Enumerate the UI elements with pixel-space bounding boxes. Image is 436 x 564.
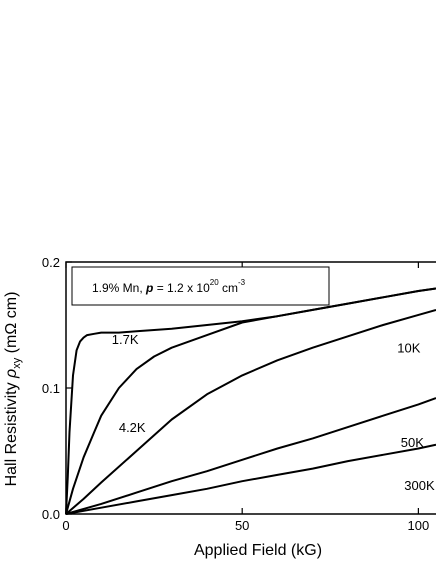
series-label-300K: 300K bbox=[404, 478, 435, 493]
y-tick-label: 0.2 bbox=[42, 255, 60, 270]
series-line-4.2K bbox=[65, 287, 436, 515]
plot-area: 0 50 100 0.0 0.1 0.2 1.7K 4.2K 10K 50K 300K bbox=[42, 255, 436, 533]
legend-text-unit: cm bbox=[219, 281, 238, 295]
y-axis-title: Hall Resistivity ρxy (mΩ cm) bbox=[3, 292, 23, 487]
legend-text: 1.9% Mn, p = 1.2 x 1020 cm-3 bbox=[92, 278, 246, 295]
legend-frame bbox=[71, 266, 330, 306]
series-label-1.7K: 1.7K bbox=[112, 332, 139, 347]
series-line-50K bbox=[65, 397, 436, 515]
series-line-10K bbox=[65, 308, 436, 515]
legend-text-exp2: -3 bbox=[238, 278, 246, 287]
legend-text-pre: 1.9% Mn, bbox=[92, 281, 146, 295]
y-axis-title-symbol: ρ bbox=[3, 369, 20, 379]
series-label-4.2K: 4.2K bbox=[119, 420, 146, 435]
series-label-50K: 50K bbox=[401, 435, 424, 450]
legend-text-mid: = 1.2 x 10 bbox=[153, 281, 210, 295]
x-tick-label: 100 bbox=[408, 518, 430, 533]
y-tick-label: 0.0 bbox=[42, 507, 60, 522]
data-series bbox=[65, 287, 436, 515]
x-tick-label: 50 bbox=[235, 518, 249, 533]
y-axis-title-main: Hall Resistivity bbox=[3, 378, 20, 486]
series-line-300K bbox=[65, 443, 436, 515]
x-axis-title: Applied Field (kG) bbox=[194, 542, 322, 559]
series-labels: 1.7K 4.2K 10K 50K 300K bbox=[112, 332, 435, 493]
y-tick-label: 0.1 bbox=[42, 381, 60, 396]
y-axis-title-unit: (mΩ cm) bbox=[3, 292, 20, 358]
series-label-10K: 10K bbox=[397, 341, 420, 356]
x-tick-label: 0 bbox=[62, 518, 69, 533]
legend-text-exp1: 20 bbox=[210, 278, 219, 287]
legend-box: 1.9% Mn, p = 1.2 x 1020 cm-3 bbox=[71, 266, 330, 306]
legend-text-p: p bbox=[145, 281, 153, 295]
y-axis-title-sub: xy bbox=[11, 357, 23, 369]
